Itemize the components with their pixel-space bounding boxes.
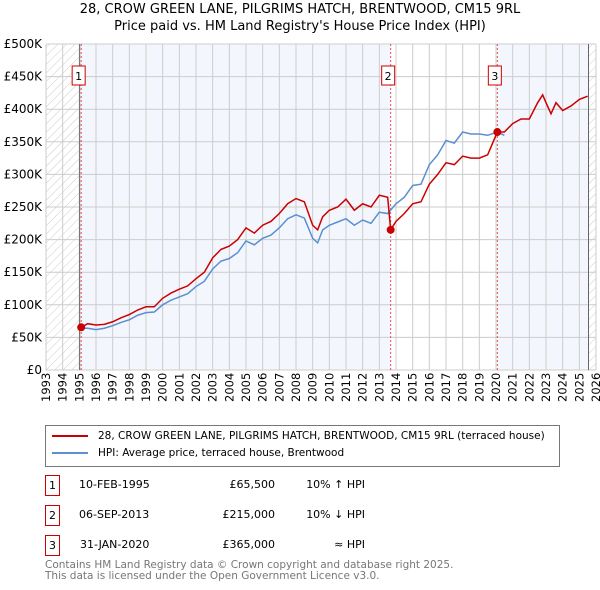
x-tick-label: 2010 bbox=[322, 373, 336, 402]
sale-marker-box bbox=[71, 65, 86, 86]
x-tick-label: 2003 bbox=[206, 373, 220, 402]
x-tick-label: 2018 bbox=[456, 373, 470, 402]
x-tick-label: 2014 bbox=[389, 373, 403, 402]
x-tick-label: 2022 bbox=[522, 373, 536, 402]
legend-label: HPI: Average price, terraced house, Bren… bbox=[98, 447, 345, 459]
property-price-line bbox=[80, 93, 588, 328]
sale-marker-label: 1 bbox=[75, 70, 82, 83]
sale-date: 10-FEB-1995 bbox=[79, 478, 150, 491]
legend-item-property: 28, CROW GREEN LANE, PILGRIMS HATCH, BRE… bbox=[52, 430, 545, 442]
table-row: 1 10-FEB-1995 £65,500 10% ↑ HPI bbox=[45, 475, 565, 496]
footer-line: Contains HM Land Registry data © Crown c… bbox=[45, 559, 454, 571]
sale-point bbox=[493, 128, 502, 137]
x-tick-label: 2007 bbox=[272, 373, 286, 402]
chart-subtitle: Price paid vs. HM Land Registry's House … bbox=[114, 19, 486, 34]
x-tick-label: 1993 bbox=[39, 373, 53, 402]
sale-marker-label: 3 bbox=[45, 535, 60, 556]
x-tick-label: 2013 bbox=[372, 373, 386, 402]
x-tick-label: 1994 bbox=[56, 373, 70, 402]
footer: Contains HM Land Registry data © Crown c… bbox=[45, 560, 453, 582]
y-tick-label: £400K bbox=[4, 102, 44, 116]
y-tick-label: £350K bbox=[4, 135, 44, 149]
x-tick-label: 2026 bbox=[589, 373, 600, 402]
sale-marker-label: 2 bbox=[385, 70, 392, 83]
x-tick-label: 2023 bbox=[539, 373, 553, 402]
sale-price: £215,000 bbox=[222, 508, 276, 521]
y-tick-label: £50K bbox=[11, 330, 43, 344]
y-tick-label: £200K bbox=[4, 233, 44, 247]
sale-marker-label: 2 bbox=[45, 505, 60, 526]
sale-date: 31-JAN-2020 bbox=[80, 538, 150, 551]
x-tick-label: 2017 bbox=[439, 373, 453, 402]
legend-label: 28, CROW GREEN LANE, PILGRIMS HATCH, BRE… bbox=[98, 430, 545, 442]
x-tick-label: 2004 bbox=[222, 373, 236, 402]
x-tick-label: 2001 bbox=[172, 373, 186, 402]
legend-swatch-blue bbox=[52, 452, 88, 454]
chart-title: 28, CROW GREEN LANE, PILGRIMS HATCH, BRE… bbox=[79, 2, 521, 17]
legend-swatch-red bbox=[52, 435, 88, 437]
legend: 28, CROW GREEN LANE, PILGRIMS HATCH, BRE… bbox=[45, 425, 560, 467]
x-tick-label: 1998 bbox=[122, 373, 136, 402]
footer-line: This data is licensed under the Open Gov… bbox=[45, 570, 380, 582]
x-tick-label: 1999 bbox=[139, 373, 153, 402]
y-tick-label: £500K bbox=[4, 37, 44, 51]
legend-item-hpi: HPI: Average price, terraced house, Bren… bbox=[52, 447, 344, 459]
y-tick-label: £0 bbox=[27, 363, 42, 377]
sale-point bbox=[77, 323, 86, 332]
x-tick-label: 2000 bbox=[156, 373, 170, 402]
sale-hpi: ≈ HPI bbox=[334, 538, 365, 551]
x-tick-label: 2006 bbox=[256, 373, 270, 402]
sale-marker-box bbox=[381, 65, 396, 86]
x-tick-label: 2002 bbox=[189, 373, 203, 402]
x-tick-label: 2016 bbox=[422, 373, 436, 402]
x-tick-label: 2019 bbox=[472, 373, 486, 402]
y-tick-label: £450K bbox=[4, 70, 44, 84]
y-tick-label: £150K bbox=[4, 265, 44, 279]
x-tick-label: 1997 bbox=[106, 373, 120, 402]
x-tick-label: 1995 bbox=[72, 373, 86, 402]
y-tick-label: £300K bbox=[4, 167, 44, 181]
x-tick-label: 2015 bbox=[406, 373, 420, 402]
sale-marker-label: 1 bbox=[45, 475, 60, 496]
sale-point bbox=[386, 225, 395, 234]
hpi-line bbox=[79, 131, 505, 331]
sale-date: 06-SEP-2013 bbox=[79, 508, 150, 521]
sale-hpi: 10% ↑ HPI bbox=[306, 478, 365, 491]
x-tick-label: 2021 bbox=[506, 373, 520, 402]
sale-hpi: 10% ↓ HPI bbox=[306, 508, 365, 521]
y-tick-label: £250K bbox=[4, 200, 44, 214]
table-row: 3 31-JAN-2020 £365,000 ≈ HPI bbox=[45, 535, 565, 556]
x-tick-label: 2005 bbox=[239, 373, 253, 402]
sale-marker-box bbox=[487, 65, 502, 86]
x-tick-label: 2009 bbox=[306, 373, 320, 402]
x-tick-label: 2011 bbox=[339, 373, 353, 402]
sale-price: £65,500 bbox=[229, 478, 276, 491]
x-tick-label: 2008 bbox=[289, 373, 303, 402]
x-tick-label: 2024 bbox=[556, 373, 570, 402]
sale-price: £365,000 bbox=[222, 538, 276, 551]
x-tick-label: 2012 bbox=[356, 373, 370, 402]
y-tick-label: £100K bbox=[4, 298, 44, 312]
x-tick-label: 2025 bbox=[572, 373, 586, 402]
table-row: 2 06-SEP-2013 £215,000 10% ↓ HPI bbox=[45, 505, 565, 526]
x-tick-label: 2020 bbox=[489, 373, 503, 402]
x-tick-label: 1996 bbox=[89, 373, 103, 402]
sale-marker-label: 3 bbox=[491, 70, 498, 83]
